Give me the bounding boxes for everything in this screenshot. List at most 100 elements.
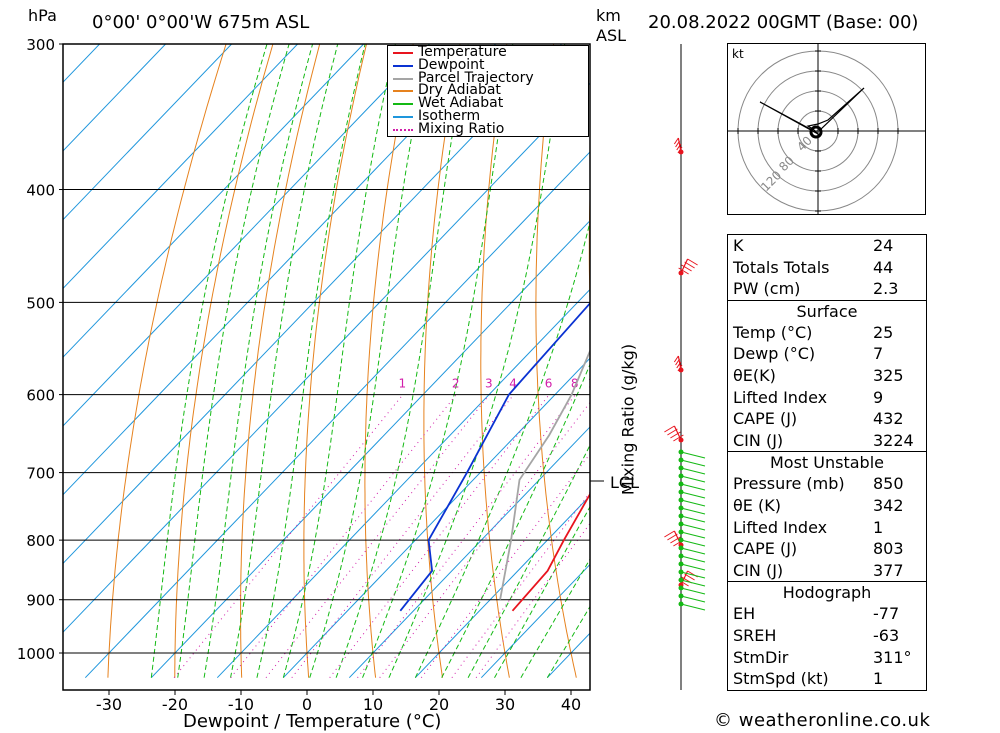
isotherm-line: [150, 219, 590, 679]
dry-adiabat-line: [303, 44, 368, 678]
index-key: PW (cm): [733, 279, 801, 299]
legend-label: Mixing Ratio: [418, 120, 505, 137]
temperature-tick-label: 20: [429, 695, 449, 714]
index-value: 850: [873, 474, 904, 494]
index-key: CAPE (J): [733, 539, 798, 559]
index-value: 325: [873, 365, 904, 385]
dry-adiabat-line: [240, 44, 321, 678]
mixing-ratio-tick-label: 20: [655, 376, 670, 390]
most-unstable-title: Most Unstable: [770, 453, 884, 473]
index-row: CAPE (J) 803: [728, 538, 926, 560]
wet-adiabat-line: [256, 44, 366, 678]
legend-swatch: [393, 90, 413, 93]
legend-item-dewpoint: Dewpoint: [388, 56, 588, 73]
wind-barb: [673, 137, 684, 155]
index-key: StmSpd (kt): [733, 669, 829, 689]
legend-item-wet-adiabat: Wet Adiabat: [388, 96, 588, 110]
index-key: Lifted Index: [733, 387, 828, 407]
storm-motion-marker: [809, 125, 823, 139]
hodograph-ring-label: 80: [776, 153, 797, 174]
index-value: 432: [873, 409, 904, 429]
x-axis-label: Dewpoint / Temperature (°C): [183, 711, 442, 732]
index-row: StmDir 311°: [728, 647, 926, 669]
index-value: 7: [873, 344, 884, 364]
wet-adiabat-line: [177, 44, 290, 678]
index-value: -63: [873, 625, 900, 645]
hodograph-unit-label: kt: [732, 47, 744, 61]
mixing-ratio-line: [420, 452, 590, 679]
index-row: θE (K) 342: [728, 495, 926, 517]
temperature-tick-label: -30: [96, 695, 122, 714]
wet-adiabat-line: [309, 44, 430, 678]
chart-legend: Temperature Dewpoint Parcel Trajectory Dry …: [387, 45, 589, 137]
wet-adiabat-line: [203, 44, 314, 678]
index-value: 803: [873, 539, 904, 559]
index-value: -77: [873, 604, 900, 624]
dry-adiabat-line: [480, 44, 510, 678]
pressure-unit-label: hPa: [28, 6, 57, 25]
temperature-tick-label: 0: [302, 695, 312, 714]
index-row: EH -77: [728, 603, 926, 625]
index-row: Pressure (mb) 850: [728, 473, 926, 495]
mixing-ratio-tick-label: 6: [545, 376, 553, 390]
legend-item-dry-adiabat: Dry Adiabat: [388, 83, 588, 97]
legend-swatch: [393, 64, 413, 67]
pressure-tick-label: 1000: [17, 645, 55, 663]
index-row: SREH -63: [728, 625, 926, 647]
wind-barb: [664, 425, 684, 443]
legend-label: Dewpoint: [418, 56, 485, 73]
index-row: Lifted Index 1: [728, 517, 926, 539]
dry-adiabat-line: [641, 27, 710, 678]
mixing-ratio-tick-label: 1: [399, 376, 407, 390]
wind-barb-lower: [678, 593, 706, 603]
index-row: CIN (J) 377: [728, 560, 926, 582]
wind-barb-lower: [678, 505, 706, 515]
wind-barb-lower: [678, 601, 706, 611]
wet-adiabat-line: [441, 363, 590, 678]
wet-adiabat-line: [282, 44, 396, 678]
wet-adiabat-line: [520, 558, 590, 678]
wet-adiabat-line: [150, 44, 268, 678]
index-key: θE (K): [733, 495, 781, 515]
mixing-ratio-line: [475, 522, 590, 678]
temperature-tick-label: 30: [495, 695, 515, 714]
wind-barb-lower: [678, 513, 706, 523]
wet-adiabat-line: [230, 44, 339, 678]
mixing-ratio-tick-label: 2: [452, 376, 460, 390]
index-row: Lifted Index 9: [728, 387, 926, 409]
pressure-tick-label: 800: [26, 532, 55, 550]
hodograph-trace: [806, 87, 865, 137]
wind-barb-lower: [678, 553, 706, 563]
index-row: StmSpd (kt) 1: [728, 668, 926, 690]
index-key: CIN (J): [733, 430, 784, 450]
wind-barb: [673, 355, 684, 373]
isotherm-line: [63, 44, 365, 358]
isotherm-line: [63, 44, 101, 83]
index-key: θE(K): [733, 365, 776, 385]
index-value: 25: [873, 322, 894, 342]
wind-barb-lower: [678, 457, 706, 467]
index-row: Totals Totals 44: [728, 257, 926, 279]
temperature-tick-label: -10: [228, 695, 254, 714]
wet-adiabat-line: [494, 505, 590, 678]
index-value: 342: [873, 495, 904, 515]
wet-adiabat-line: [546, 605, 590, 678]
isotherm-line: [348, 426, 590, 679]
pressure-tick-label: 700: [26, 465, 55, 483]
temperature-tick-label: 10: [363, 695, 383, 714]
index-value: 311°: [873, 647, 912, 667]
wind-barb-lower: [678, 561, 706, 571]
pressure-tick-label: 300: [26, 36, 55, 54]
wind-barb: [678, 258, 698, 276]
index-key: K: [733, 236, 744, 255]
index-value: 44: [873, 257, 894, 277]
isotherm-line: [480, 563, 590, 679]
wind-barb-lower: [678, 481, 706, 491]
legend-swatch: [393, 77, 413, 80]
wind-barb-lower: [678, 473, 706, 483]
surface-section: Surface Temp (°C) 25 Dewp (°C) 7 θE(K) 325 Lif…: [728, 299, 926, 452]
index-row: θE(K) 325: [728, 365, 926, 387]
lcl-label: LCL: [610, 473, 639, 492]
wind-barb-lower: [678, 449, 706, 459]
wind-barb-lower: [678, 465, 706, 475]
